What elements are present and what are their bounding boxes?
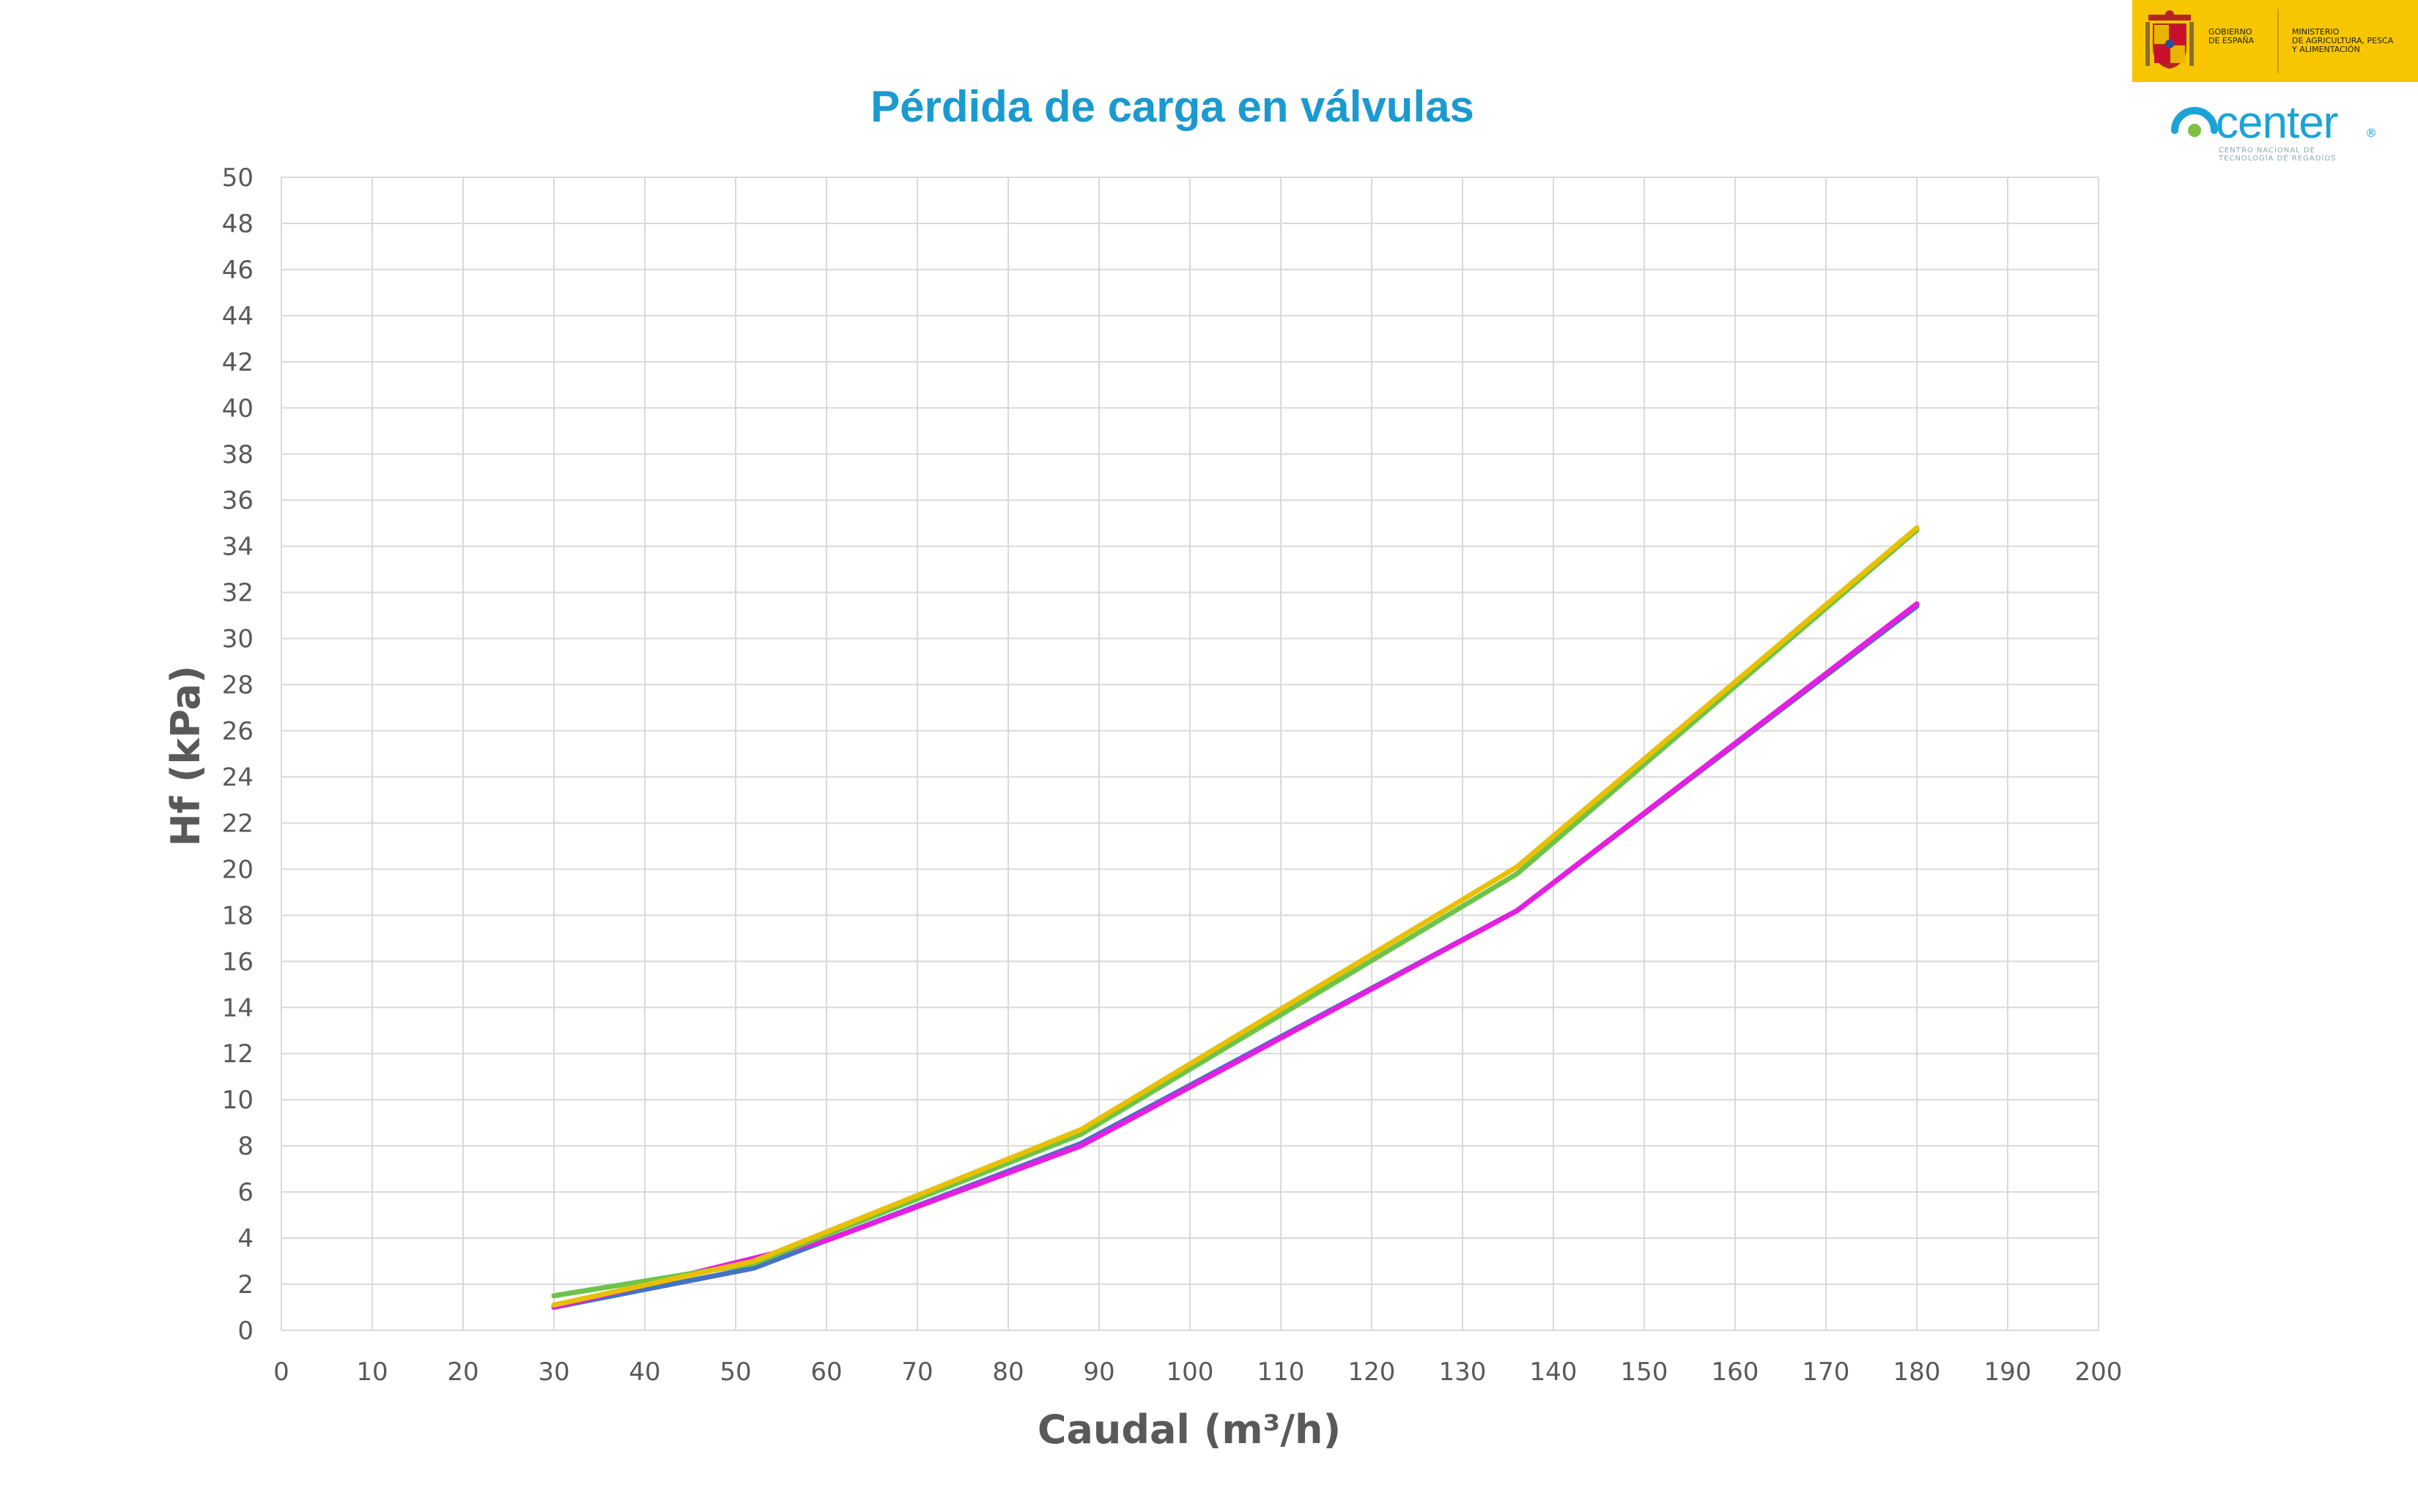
y-tick-label: 24	[222, 763, 254, 792]
y-tick-label: 12	[222, 1040, 254, 1069]
center-logo-word: center	[2216, 97, 2338, 148]
x-tick-label: 70	[901, 1357, 933, 1387]
y-tick-label: 46	[222, 256, 254, 285]
y-tick-label: 6	[237, 1178, 254, 1207]
y-tick-label: 50	[222, 163, 254, 193]
y-tick-label: 10	[222, 1086, 254, 1115]
x-tick-label: 20	[447, 1357, 478, 1387]
x-tick-label: 90	[1083, 1357, 1114, 1387]
x-axis-title: Caudal (m³/h)	[1038, 1407, 1341, 1453]
series-line-2	[551, 601, 1920, 1310]
x-tick-label: 100	[1167, 1357, 1214, 1387]
y-tick-label: 42	[222, 348, 254, 377]
banner-divider	[2277, 9, 2279, 73]
y-tick-label: 32	[222, 579, 254, 608]
y-tick-label: 44	[222, 302, 254, 331]
y-tick-label: 34	[222, 533, 254, 562]
coat-of-arms-icon	[2145, 10, 2194, 69]
y-tick-label: 30	[222, 625, 254, 654]
x-tick-label: 30	[538, 1357, 569, 1387]
x-axis-ticks: 0 10 20 30 40 50 60 70 80 90 100 110 120 130 140 150 160…	[273, 1357, 2122, 1387]
government-banner: GOBIERNO DE ESPAÑA MINISTERIO DE AGRICUL…	[2132, 0, 2418, 82]
government-label: GOBIERNO DE ESPAÑA	[2208, 27, 2255, 45]
x-tick-label: 40	[629, 1357, 660, 1387]
y-tick-label: 4	[237, 1224, 254, 1253]
grid	[281, 177, 2099, 1331]
x-tick-label: 110	[1257, 1357, 1305, 1387]
x-tick-label: 170	[1803, 1357, 1850, 1387]
y-tick-label: 16	[222, 947, 254, 976]
center-logo-registered: ®	[2365, 126, 2377, 140]
y-axis-ticks: 0246810121416182022242628303234363840424…	[222, 163, 254, 1346]
x-tick-label: 0	[273, 1357, 289, 1387]
y-tick-label: 0	[237, 1316, 254, 1346]
y-tick-label: 26	[222, 717, 254, 746]
ministry-label: MINISTERIO DE AGRICULTURA, PESCA Y ALIME…	[2292, 27, 2394, 54]
x-tick-label: 130	[1439, 1357, 1487, 1387]
y-tick-label: 8	[237, 1132, 254, 1161]
y-tick-label: 2	[237, 1270, 254, 1300]
x-tick-label: 150	[1621, 1357, 1668, 1387]
y-tick-label: 40	[222, 394, 254, 423]
series-lines	[551, 525, 1920, 1310]
x-tick-label: 50	[720, 1357, 751, 1387]
chart-title: Pérdida de carga en válvulas	[870, 82, 1474, 131]
y-tick-label: 18	[222, 901, 254, 930]
x-tick-label: 10	[356, 1357, 388, 1387]
x-tick-label: 190	[1984, 1357, 2032, 1387]
y-tick-label: 38	[222, 440, 254, 470]
y-tick-label: 20	[222, 855, 254, 884]
series-line-4	[551, 525, 1920, 1308]
y-tick-label: 36	[222, 486, 254, 516]
series-line-3	[551, 527, 1920, 1299]
center-logo: center ® CENTRO NACIONAL DE TECNOLOGÍA D…	[2169, 94, 2377, 167]
center-logo-arc-icon	[2171, 107, 2218, 137]
x-tick-label: 160	[1712, 1357, 1759, 1387]
x-tick-label: 180	[1893, 1357, 1941, 1387]
x-tick-label: 120	[1348, 1357, 1396, 1387]
x-tick-label: 140	[1530, 1357, 1578, 1387]
x-tick-label: 200	[2075, 1357, 2123, 1387]
series-line-1	[551, 604, 1920, 1310]
y-tick-label: 48	[222, 210, 254, 239]
x-tick-label: 60	[810, 1357, 842, 1387]
y-axis-title: Hf (kPa)	[163, 665, 209, 846]
y-tick-label: 28	[222, 671, 254, 700]
x-tick-label: 80	[992, 1357, 1024, 1387]
y-tick-label: 14	[222, 993, 254, 1023]
y-tick-label: 22	[222, 809, 254, 838]
center-logo-subtitle: CENTRO NACIONAL DE TECNOLOGÍA DE REGADÍO…	[2219, 147, 2337, 163]
